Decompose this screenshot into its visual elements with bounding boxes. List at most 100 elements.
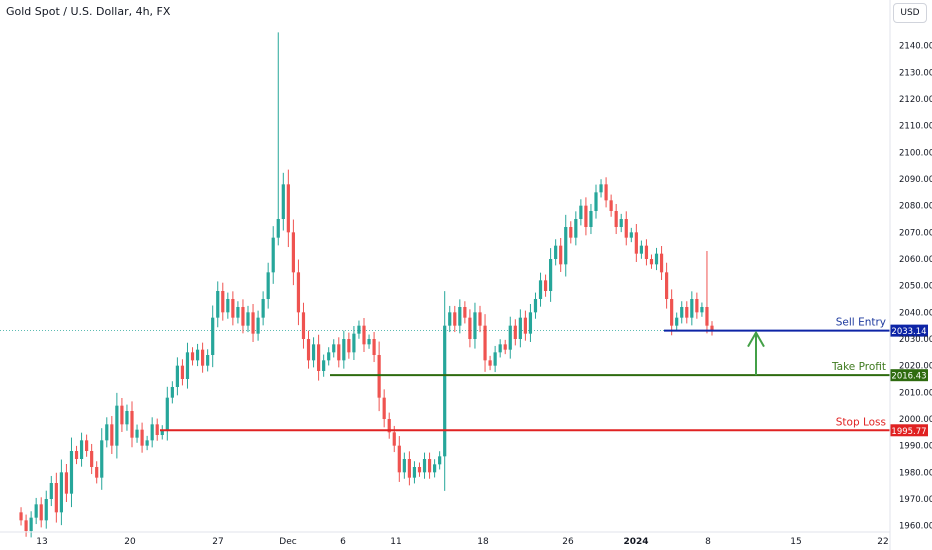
candle-body [685, 307, 689, 318]
candle-body [306, 339, 311, 361]
price-tick-label: 2020.00 [899, 362, 932, 372]
candle-body [513, 325, 517, 339]
candle-body [407, 459, 411, 478]
candle-body [639, 245, 643, 254]
level-name: Take Profit [831, 361, 886, 373]
candle-body [453, 312, 457, 326]
price-tick-label: 1980.00 [899, 468, 932, 478]
level-price-tag [890, 424, 928, 437]
currency-button[interactable]: USD [893, 3, 927, 23]
candle-body [155, 424, 159, 435]
price-tick-label: 2100.00 [899, 148, 932, 158]
candle-body [649, 259, 654, 265]
candle-body [448, 312, 452, 326]
candle-body [246, 312, 250, 326]
candle-body [503, 344, 507, 350]
candle-body [79, 440, 84, 459]
candle-body [49, 483, 53, 499]
candle-body [322, 360, 326, 371]
candle-body [64, 472, 69, 494]
level-name: Sell Entry [836, 317, 886, 329]
price-tick-label: 2000.00 [899, 415, 932, 425]
candle-body [286, 184, 290, 233]
candle-body [659, 253, 664, 273]
candle-body [624, 219, 628, 238]
time-tick-label: 2024 [623, 537, 648, 547]
level-price-label: 2033.14 [891, 327, 926, 337]
candle-body [175, 365, 179, 387]
candle-body [523, 317, 527, 334]
candle-body [392, 432, 396, 446]
candle-body [675, 317, 679, 326]
chart-title: Gold Spot / U.S. Dollar, 4h, FX [6, 5, 171, 18]
price-tick-label: 2060.00 [899, 255, 932, 265]
candle-body [105, 424, 109, 441]
candle-body [140, 429, 144, 446]
candle-body [115, 405, 119, 446]
candle-body [710, 325, 714, 331]
time-tick-label: 27 [212, 537, 223, 547]
candle-body [90, 451, 94, 467]
candle-body [347, 339, 351, 353]
candle-body [226, 299, 230, 313]
candle-body [337, 344, 341, 361]
candle-body [95, 467, 99, 478]
candle-body [266, 272, 270, 299]
candle-body [695, 299, 699, 313]
candle-body [276, 219, 280, 238]
time-tick-label: 11 [390, 537, 401, 547]
candle-body [271, 237, 275, 273]
candle-body [518, 317, 522, 339]
candle-body [594, 192, 598, 211]
candle-body [422, 459, 427, 473]
candle-body [463, 307, 467, 318]
candle-body [291, 232, 295, 273]
candle-body [665, 272, 669, 299]
candle-body [24, 520, 28, 531]
candle-body [281, 184, 285, 219]
candle-body [488, 360, 492, 366]
candle-body [170, 387, 174, 398]
candle-body [574, 219, 578, 238]
candle-body [44, 499, 48, 521]
candle-body [473, 312, 477, 339]
candle-body [201, 349, 205, 366]
candle-body [690, 299, 694, 318]
candle-body [528, 312, 533, 334]
candle-body [39, 504, 43, 521]
level-price-tag [890, 324, 928, 337]
candle-body [317, 344, 321, 371]
candle-body [180, 365, 185, 379]
candle-body [438, 456, 442, 465]
candle-body [231, 299, 235, 318]
candle-body [342, 339, 346, 361]
level-price-label: 2016.43 [891, 372, 926, 382]
candle-body [19, 512, 23, 521]
candle-body [402, 459, 406, 473]
candle-body [680, 307, 684, 318]
candle-body [206, 355, 210, 366]
candle-body [705, 307, 709, 326]
price-tick-label: 2030.00 [899, 335, 932, 345]
price-tick-label: 1960.00 [899, 522, 932, 532]
candle-body [241, 307, 245, 326]
candle-body [216, 291, 220, 318]
candle-body [74, 451, 79, 459]
candle-body [559, 245, 563, 265]
candle-body [443, 325, 447, 457]
candle-body [604, 184, 608, 201]
candle-body [145, 440, 149, 446]
candle-body [185, 352, 190, 379]
candle-body [236, 307, 240, 318]
price-tick-label: 2110.00 [899, 122, 932, 132]
candle-body [533, 299, 538, 313]
candle-body [599, 184, 603, 193]
candle-body [493, 352, 497, 366]
candle-body [221, 291, 225, 313]
candle-body [100, 440, 104, 478]
candle-body [29, 517, 33, 531]
price-tick-label: 2040.00 [899, 308, 932, 318]
candle-body [69, 451, 74, 494]
candle-body [508, 325, 512, 350]
